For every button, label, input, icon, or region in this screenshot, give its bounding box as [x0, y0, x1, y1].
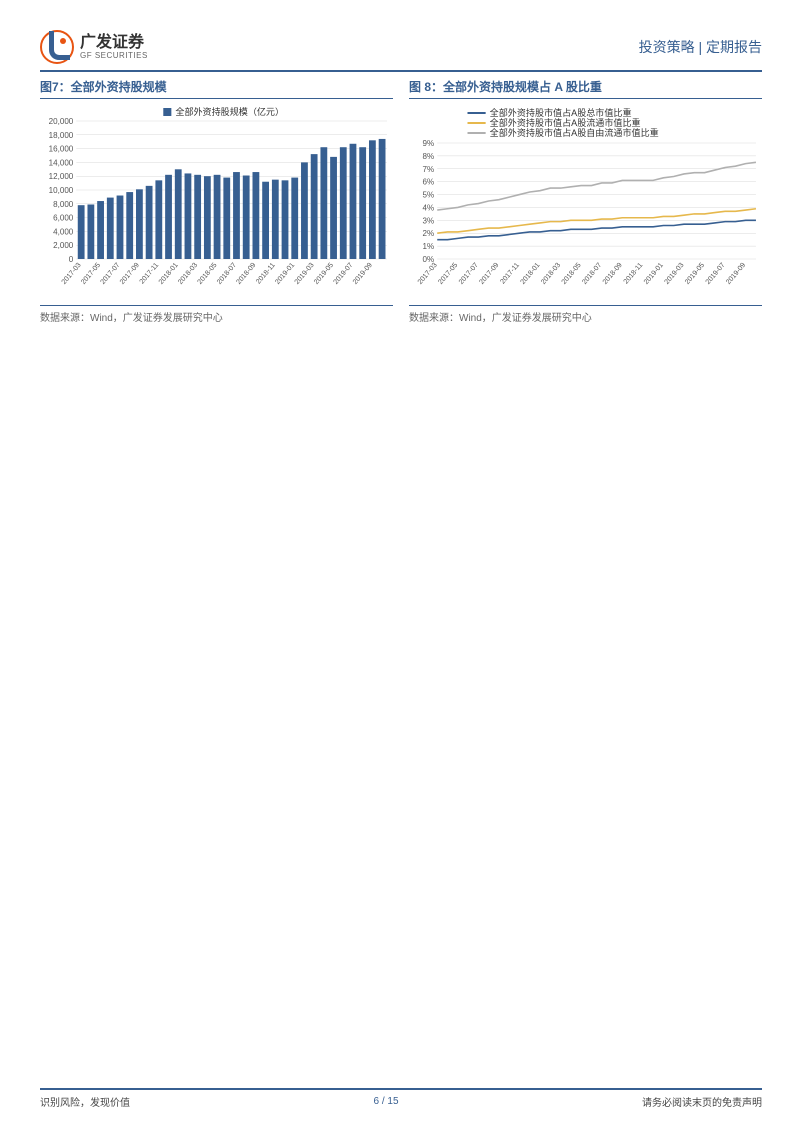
page-header: 广发证券 GF SECURITIES 投资策略 | 定期报告 — [40, 30, 762, 72]
svg-text:16,000: 16,000 — [49, 145, 74, 154]
svg-text:全部外资持股市值占A股总市值比重: 全部外资持股市值占A股总市值比重 — [490, 107, 632, 118]
svg-text:2017-05: 2017-05 — [80, 262, 102, 286]
svg-text:2,000: 2,000 — [53, 241, 74, 250]
svg-text:7%: 7% — [423, 165, 435, 174]
svg-text:2018-01: 2018-01 — [520, 262, 542, 286]
page-footer: 识别风险，发现价值 6 / 15 请务必阅读末页的免责声明 — [40, 1088, 762, 1109]
svg-text:18,000: 18,000 — [49, 131, 74, 140]
svg-text:2017-11: 2017-11 — [499, 262, 521, 286]
brand-logo-mark — [40, 30, 74, 64]
svg-text:2018-05: 2018-05 — [197, 262, 219, 286]
svg-text:2017-03: 2017-03 — [61, 262, 83, 286]
chart8-title: 图 8：全部外资持股规模占 A 股比重 — [409, 78, 762, 99]
svg-text:4%: 4% — [423, 203, 435, 212]
svg-text:0: 0 — [69, 255, 74, 264]
chart8-area: 0%1%2%3%4%5%6%7%8%9%2017-032017-052017-0… — [409, 103, 762, 303]
svg-text:2018-07: 2018-07 — [216, 262, 238, 286]
svg-text:6%: 6% — [423, 178, 435, 187]
svg-text:2019-01: 2019-01 — [643, 262, 665, 286]
svg-text:2018-09: 2018-09 — [235, 262, 257, 286]
svg-text:4,000: 4,000 — [53, 227, 74, 236]
svg-text:全部外资持股市值占A股自由流通市值比重: 全部外资持股市值占A股自由流通市值比重 — [490, 127, 659, 138]
svg-text:2019-09: 2019-09 — [725, 262, 747, 286]
brand-name-cn: 广发证券 — [80, 35, 148, 51]
svg-text:2018-03: 2018-03 — [177, 262, 199, 286]
svg-text:2017-09: 2017-09 — [119, 262, 141, 286]
footer-left: 识别风险，发现价值 — [40, 1094, 130, 1109]
svg-text:2019-07: 2019-07 — [705, 262, 727, 286]
svg-text:2017-07: 2017-07 — [100, 262, 122, 286]
svg-text:全部外资持股市值占A股流通市值比重: 全部外资持股市值占A股流通市值比重 — [490, 117, 641, 128]
chart8-panel: 图 8：全部外资持股规模占 A 股比重 0%1%2%3%4%5%6%7%8%9%… — [409, 78, 762, 324]
chart8-source: 数据来源：Wind，广发证券发展研究中心 — [409, 305, 762, 324]
svg-text:1%: 1% — [423, 242, 435, 251]
svg-text:3%: 3% — [423, 216, 435, 225]
svg-text:8%: 8% — [423, 152, 435, 161]
svg-text:2018-03: 2018-03 — [540, 262, 562, 286]
svg-text:6,000: 6,000 — [53, 214, 74, 223]
svg-text:2019-07: 2019-07 — [333, 262, 355, 286]
svg-text:2019-01: 2019-01 — [274, 262, 296, 286]
svg-text:2018-07: 2018-07 — [581, 262, 603, 286]
svg-text:2019-09: 2019-09 — [352, 262, 374, 286]
svg-text:2017-09: 2017-09 — [478, 262, 500, 286]
svg-text:2019-05: 2019-05 — [313, 262, 335, 286]
svg-text:2017-03: 2017-03 — [417, 262, 439, 286]
svg-text:2018-11: 2018-11 — [623, 262, 645, 286]
svg-text:12,000: 12,000 — [49, 172, 74, 181]
chart7-panel: 图7：全部外资持股规模 0 2,000 4,000 6,000 8,000 10,000 1… — [40, 78, 393, 324]
svg-text:2%: 2% — [423, 229, 435, 238]
svg-text:9%: 9% — [423, 139, 435, 148]
chart7-area: 0 2,000 4,000 6,000 8,000 10,000 12,000 14,000 1… — [40, 103, 393, 303]
svg-text:2019-03: 2019-03 — [664, 262, 686, 286]
svg-text:8,000: 8,000 — [53, 200, 74, 209]
document-category: 投资策略 | 定期报告 — [639, 37, 762, 57]
brand-name-en: GF SECURITIES — [80, 51, 148, 60]
svg-text:2019-05: 2019-05 — [684, 262, 706, 286]
footer-page-number: 6 / 15 — [373, 1096, 398, 1107]
svg-text:全部外资持股规模（亿元）: 全部外资持股规模（亿元） — [175, 106, 284, 117]
svg-text:20,000: 20,000 — [49, 117, 74, 126]
svg-text:14,000: 14,000 — [49, 158, 74, 167]
chart7-title: 图7：全部外资持股规模 — [40, 78, 393, 99]
svg-text:5%: 5% — [423, 191, 435, 200]
svg-text:2017-05: 2017-05 — [437, 262, 459, 286]
svg-text:2019-03: 2019-03 — [294, 262, 316, 286]
svg-text:2018-01: 2018-01 — [158, 262, 180, 286]
svg-text:2018-05: 2018-05 — [561, 262, 583, 286]
svg-text:2017-07: 2017-07 — [458, 262, 480, 286]
svg-text:10,000: 10,000 — [49, 186, 74, 195]
svg-text:2018-09: 2018-09 — [602, 262, 624, 286]
brand-logo: 广发证券 GF SECURITIES — [40, 30, 148, 64]
chart7-source: 数据来源：Wind，广发证券发展研究中心 — [40, 305, 393, 324]
footer-right: 请务必阅读末页的免责声明 — [642, 1094, 762, 1109]
